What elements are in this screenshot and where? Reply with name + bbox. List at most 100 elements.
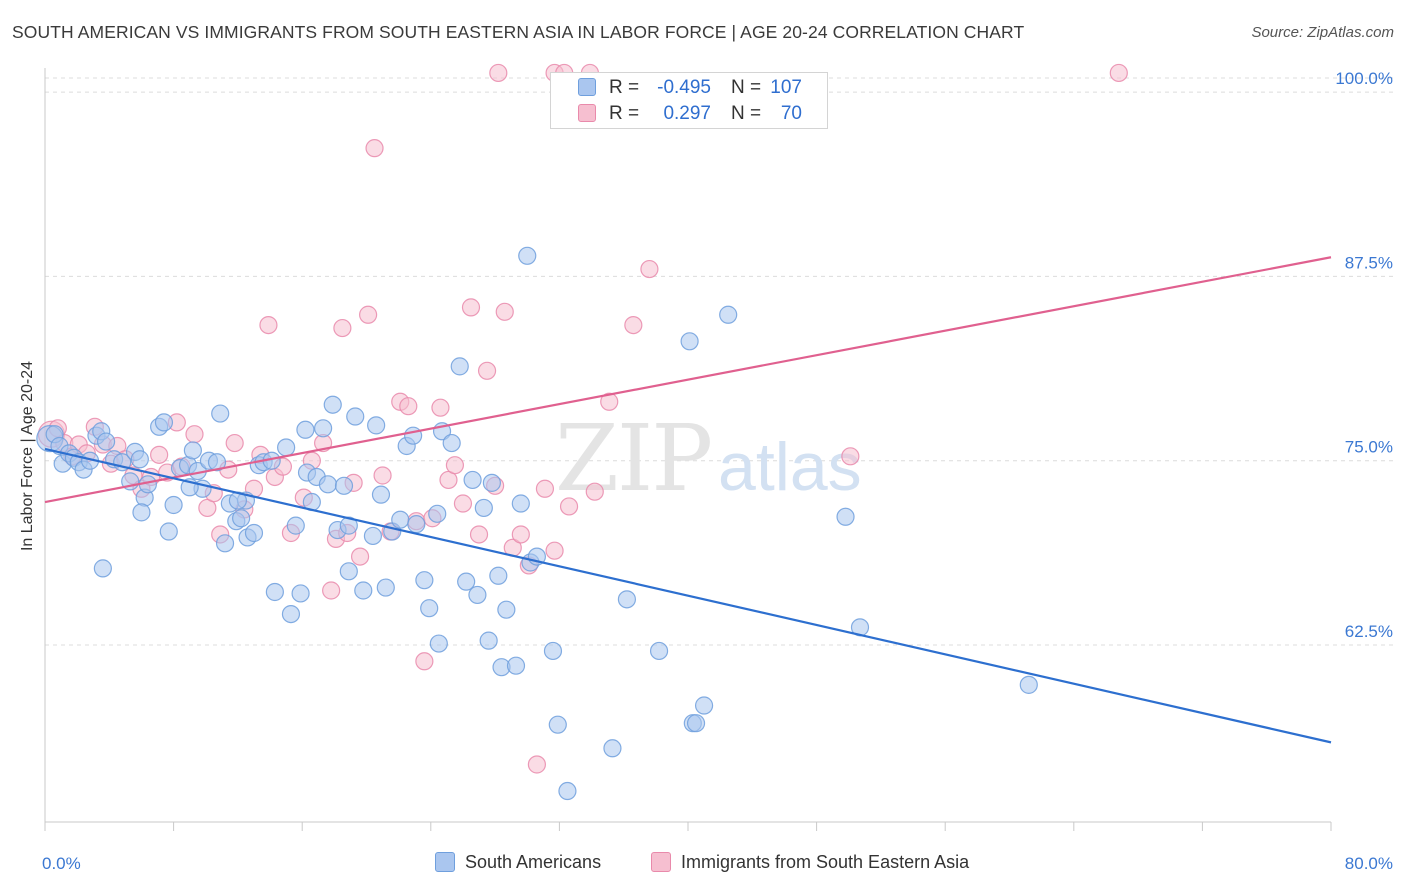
- immigrant-point: [477, 361, 497, 380]
- chart-title: SOUTH AMERICAN VS IMMIGRANTS FROM SOUTH …: [12, 22, 1025, 42]
- legend-n-value: 107: [770, 77, 802, 98]
- south-american-point: [371, 485, 391, 504]
- immigrant-point: [495, 302, 514, 321]
- immigrants-trendline: [44, 256, 1332, 504]
- south-american-point: [93, 559, 112, 578]
- south-american-point: [719, 305, 738, 324]
- south-american-point: [548, 715, 567, 734]
- immigrant-point: [559, 497, 579, 516]
- south-american-point: [323, 395, 342, 414]
- immigrant-point: [322, 581, 341, 600]
- south-american-point: [291, 584, 310, 603]
- south-american-point: [183, 441, 202, 460]
- watermark-zip: ZIP: [555, 405, 711, 512]
- south-american-point: [686, 714, 706, 733]
- trendlines: [44, 256, 1332, 744]
- legend-swatch-pink: [578, 104, 596, 122]
- immigrant-point: [259, 315, 278, 335]
- immigrant-point: [489, 63, 508, 83]
- south-american-point: [506, 656, 526, 675]
- south-american-point: [313, 419, 333, 438]
- immigrant-point: [461, 298, 481, 317]
- immigrant-point: [624, 315, 643, 335]
- south-american-point: [391, 510, 410, 529]
- y-tick-label: 100.0%: [1335, 69, 1393, 88]
- south-american-point: [376, 578, 395, 597]
- south-american-point: [354, 581, 373, 600]
- south-american-point: [318, 475, 338, 494]
- immigrant-point: [535, 479, 555, 498]
- south-american-point: [407, 515, 426, 534]
- immigrant-point: [445, 456, 465, 475]
- y-tick-label: 87.5%: [1345, 253, 1393, 272]
- legend-row-south-americans: R = -0.495 N = 107: [551, 75, 827, 101]
- south-american-point: [649, 641, 669, 661]
- south-american-point: [474, 498, 493, 518]
- south-american-point: [367, 416, 386, 435]
- tick-labels: 62.5% 75.0% 87.5% 100.0% 0.0% 80.0%: [42, 69, 1393, 873]
- legend-r-label: R =: [609, 103, 640, 124]
- south-american-point: [420, 599, 439, 618]
- immigrant-point: [469, 525, 489, 544]
- south-american-point: [617, 590, 637, 609]
- south-american-point: [680, 332, 699, 351]
- immigrant-point: [527, 755, 546, 774]
- south-american-point: [497, 600, 516, 619]
- immigrant-point: [585, 482, 604, 501]
- legend-n-value: 70: [780, 103, 802, 124]
- south-american-point: [164, 495, 183, 515]
- immigrant-point: [841, 447, 860, 466]
- legend-n-label: N =: [731, 77, 762, 98]
- immigrant-point: [359, 305, 378, 324]
- south-american-point: [132, 503, 151, 522]
- south-american-point: [457, 572, 476, 591]
- south-american-point: [442, 433, 461, 453]
- legend-item-south-americans[interactable]: South Americans: [435, 852, 601, 873]
- y-tick-label: 62.5%: [1345, 622, 1393, 641]
- legend-label-south-americans: South Americans: [465, 852, 602, 872]
- immigrant-point: [350, 547, 370, 566]
- legend-item-immigrants[interactable]: Immigrants from South Eastern Asia: [651, 852, 969, 873]
- south-american-point: [543, 641, 563, 661]
- south-american-point: [415, 571, 434, 590]
- south-american-point: [1019, 675, 1038, 694]
- watermark: ZIP atlas: [555, 405, 862, 512]
- south-american-point: [286, 516, 305, 535]
- south-american-point: [363, 526, 383, 546]
- immigrant-point: [431, 398, 450, 417]
- immigrant-point: [1109, 63, 1128, 83]
- series-south-americans-points: [36, 246, 1038, 801]
- y-tick-label: 75.0%: [1345, 438, 1393, 457]
- south-american-point: [518, 246, 537, 265]
- south-american-point: [215, 534, 235, 553]
- south-american-point: [558, 781, 577, 801]
- south-american-point: [339, 516, 358, 535]
- south-american-point: [154, 413, 174, 432]
- legend-swatch-blue: [578, 78, 596, 96]
- south-american-point: [339, 562, 358, 581]
- south-american-point: [296, 420, 315, 439]
- south-american-point: [232, 509, 251, 528]
- south-american-point: [277, 438, 296, 457]
- south-american-point: [603, 739, 622, 758]
- legend-label-immigrants: Immigrants from South Eastern Asia: [681, 852, 970, 872]
- south-american-point: [96, 432, 116, 451]
- south-american-point: [450, 357, 469, 376]
- immigrant-point: [373, 466, 392, 485]
- south-american-point: [428, 504, 447, 523]
- legend-n-label: N =: [731, 103, 762, 124]
- immigrant-point: [600, 392, 619, 411]
- south-american-point: [265, 582, 284, 602]
- south-american-point: [346, 407, 365, 426]
- south-american-point: [694, 696, 714, 715]
- immigrant-point: [225, 433, 244, 453]
- south-american-point: [482, 473, 501, 492]
- watermark-atlas: atlas: [718, 429, 862, 505]
- south-american-point: [463, 470, 482, 490]
- south-american-point: [207, 453, 227, 472]
- south-american-point: [244, 523, 264, 543]
- immigrant-point: [545, 541, 564, 560]
- immigrant-point: [185, 425, 204, 444]
- x-tick-label: 80.0%: [1345, 854, 1393, 873]
